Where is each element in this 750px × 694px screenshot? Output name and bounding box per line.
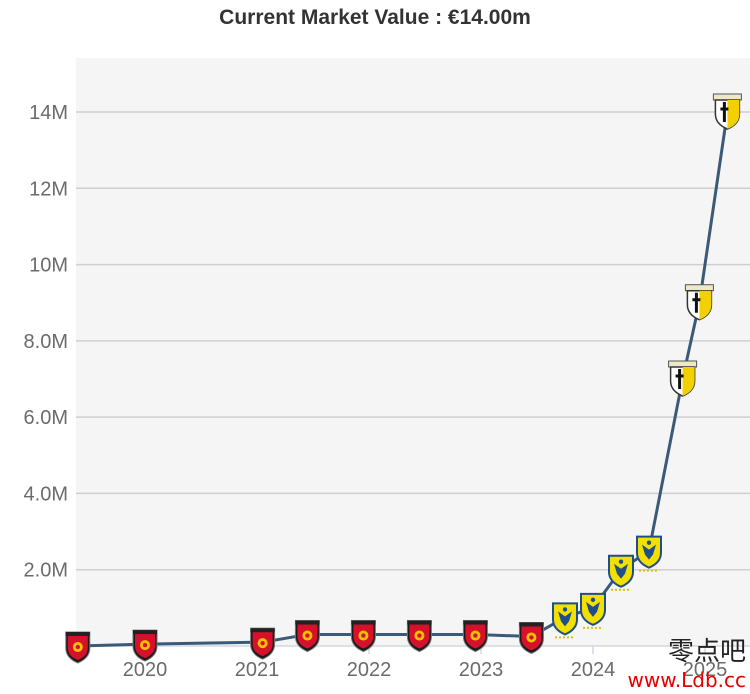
x-tick-label: 2022 (347, 659, 392, 681)
y-tick-label: 14M (29, 102, 68, 124)
y-axis-ticks: 2.0M 4.0M 6.0M 8.0M 10M 12M 14M (24, 102, 68, 582)
watermark-url: www.Ldb.cc (627, 668, 746, 692)
data-point-urawa-badge[interactable] (294, 620, 320, 653)
data-point-urawa-badge[interactable] (462, 620, 488, 653)
data-point-urawa-badge[interactable] (406, 620, 432, 653)
x-tick-label: 2021 (235, 659, 280, 681)
data-point-parma-badge[interactable] (684, 284, 714, 321)
data-point-stvv-badge[interactable] (608, 554, 634, 591)
x-tick-label: 2023 (459, 659, 504, 681)
y-tick-label: 8.0M (24, 331, 68, 353)
watermark-chinese-text: 零点吧 (667, 637, 746, 667)
x-tick-label: 2025 (683, 659, 728, 681)
x-axis-ticks: 2020 2021 2022 2023 2024 2025 (123, 646, 728, 681)
data-point-parma-badge[interactable] (712, 93, 742, 130)
y-tick-label: 6.0M (24, 407, 68, 429)
data-point-stvv-badge[interactable] (580, 592, 606, 629)
data-point-stvv-badge[interactable] (636, 535, 662, 572)
chart-title: Current Market Value : €14.00m (219, 6, 531, 29)
watermark: 零点吧 www.Ldb.cc (628, 631, 746, 692)
data-point-urawa-badge[interactable] (350, 620, 376, 653)
data-point-urawa-badge[interactable] (65, 631, 91, 664)
data-point-urawa-badge[interactable] (250, 627, 276, 660)
y-tick-label: 10M (29, 255, 68, 277)
club-badge-markers (65, 93, 742, 664)
grid-lines (76, 111, 750, 647)
y-tick-label: 2.0M (24, 560, 68, 582)
data-point-stvv-badge[interactable] (552, 602, 578, 639)
data-point-urawa-badge[interactable] (132, 629, 158, 662)
y-tick-label: 4.0M (24, 483, 68, 505)
y-tick-label: 12M (29, 178, 68, 200)
x-tick-label: 2020 (123, 659, 168, 681)
data-point-parma-badge[interactable] (668, 360, 698, 397)
data-point-urawa-badge[interactable] (518, 621, 544, 655)
x-tick-label: 2024 (571, 659, 616, 681)
